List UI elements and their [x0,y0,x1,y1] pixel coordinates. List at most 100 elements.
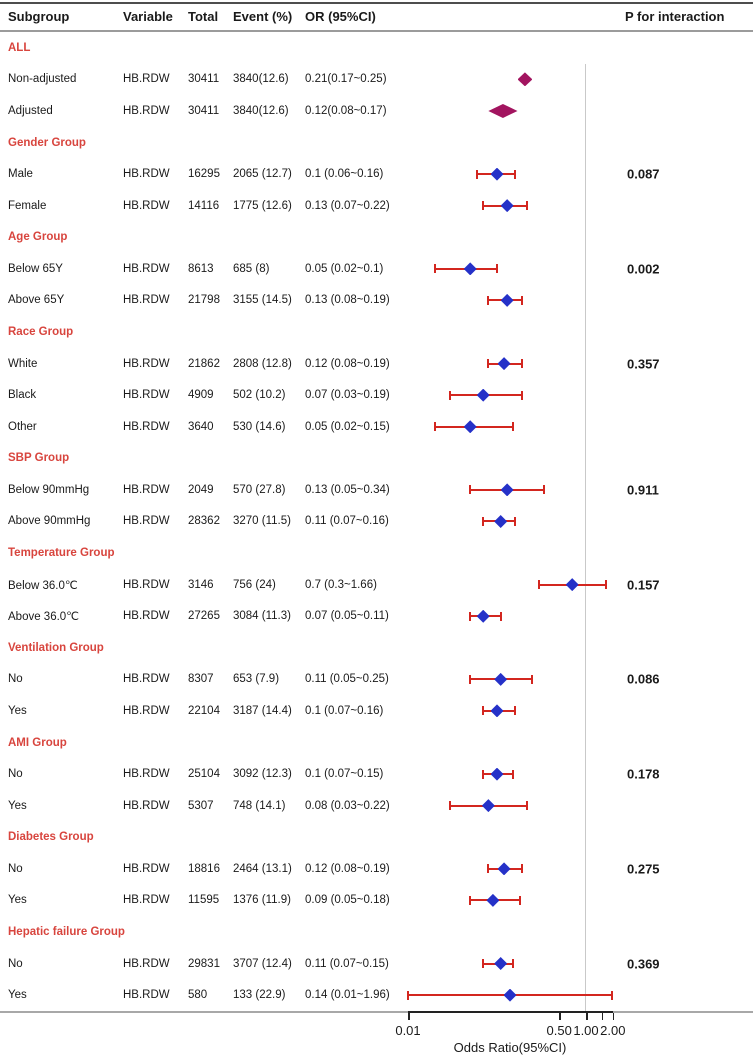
point-diamond [497,862,511,876]
group-header-row: Race Group [0,316,753,348]
variable-value: HB.RDW [123,168,170,181]
table-row: Above 36.0℃ HB.RDW 27265 3084 (11.3) 0.07 (0… [0,600,753,632]
x-axis-tick-label: 1.00 [573,1023,599,1038]
ci-cap [449,801,452,811]
ci-cap [433,422,436,432]
event-value: 3092 (12.3) [233,768,292,781]
group-header-row: Gender Group [0,127,753,159]
ci-cap [487,295,490,305]
group-header-row: SBP Group [0,443,753,475]
subgroup-label: Yes [8,799,27,812]
group-header-label: Hepatic failure Group [8,925,125,938]
total-value: 18816 [188,862,220,875]
or-ci-text: 0.05 (0.02~0.15) [305,420,390,433]
subgroup-label: White [8,357,38,370]
ci-cap [514,706,517,716]
ci-cap [538,580,541,590]
event-value: 3084 (11.3) [233,610,291,623]
event-value: 502 (10.2) [233,389,286,402]
variable-value: HB.RDW [123,420,170,433]
group-header-row: Diabetes Group [0,821,753,853]
ci-cap [482,516,485,526]
p-value: 0.911 [627,482,659,498]
event-value: 756 (24) [233,578,276,591]
ci-cap [611,990,613,1000]
ci-cap [526,201,529,211]
total-value: 16295 [188,168,220,181]
point-diamond [500,293,514,307]
subgroup-label: Yes [8,989,27,1002]
variable-value: HB.RDW [123,768,170,781]
ci-cap [407,990,409,1000]
table-row: Above 65Y HB.RDW 21798 3155 (14.5) 0.13 (0.0… [0,285,753,317]
point-diamond [463,420,477,434]
variable-value: HB.RDW [123,515,170,528]
point-diamond [565,578,579,592]
p-value: 0.157 [627,577,660,593]
event-value: 685 (8) [233,262,270,275]
subgroup-label: Non-adjusted [8,73,77,86]
header-rule [0,30,753,32]
point-diamond [497,357,511,371]
event-value: 2464 (13.1) [233,862,292,875]
event-value: 748 (14.1) [233,799,286,812]
ci-cap [496,264,498,274]
column-header-event: Event (%) [233,9,293,24]
subgroup-label: No [8,673,23,686]
point-diamond [463,262,477,276]
column-header-total: Total [188,9,219,24]
event-value: 3270 (11.5) [233,515,291,528]
or-ci-text: 0.07 (0.05~0.11) [305,610,389,623]
table-row: Male HB.RDW 16295 2065 (12.7) 0.1 (0.06~0.16… [0,158,753,190]
table-row: Yes HB.RDW 22104 3187 (14.4) 0.1 (0.07~0.16) [0,695,753,727]
total-value: 11595 [188,894,220,907]
ci-cap [514,169,517,179]
group-header-label: Temperature Group [8,547,115,560]
event-value: 530 (14.6) [233,420,286,433]
subgroup-label: Above 90mmHg [8,515,91,528]
table-row: Female HB.RDW 14116 1775 (12.6) 0.13 (0.07~0… [0,190,753,222]
event-value: 2808 (12.8) [233,357,292,370]
group-header-label: Gender Group [8,136,86,149]
variable-value: HB.RDW [123,104,170,117]
ci-cap [482,769,485,779]
event-value: 3707 (12.4) [233,957,292,970]
ci-cap [543,485,546,495]
point-diamond [490,167,504,181]
p-value: 0.002 [627,261,660,277]
ci-cap [511,959,514,969]
point-diamond [494,514,508,528]
ci-cap [433,264,436,274]
x-axis-tick [408,1013,410,1020]
total-value: 28362 [188,515,220,528]
point-diamond [503,988,517,1002]
summary-diamond [517,72,533,87]
p-value: 0.275 [627,861,660,877]
group-header-row: Ventilation Group [0,632,753,664]
group-header-label: AMI Group [8,736,67,749]
subgroup-label: Yes [8,894,27,907]
table-row: No HB.RDW 25104 3092 (12.3) 0.1 (0.07~0.15) 0… [0,758,753,790]
point-diamond [500,483,514,497]
subgroup-label: Female [8,199,47,212]
or-ci-text: 0.14 (0.01~1.96) [305,989,390,1002]
or-ci-text: 0.1 (0.07~0.16) [305,704,384,717]
or-ci-text: 0.12(0.08~0.17) [305,104,387,117]
point-diamond [494,672,508,686]
group-header-label: SBP Group [8,452,70,465]
or-ci-text: 0.11 (0.07~0.15) [305,957,389,970]
total-value: 8307 [188,673,214,686]
ci-cap [604,580,607,590]
ci-cap [469,611,472,621]
p-value: 0.178 [627,766,660,782]
event-value: 2065 (12.7) [233,168,292,181]
ci-cap [514,516,517,526]
table-row: Yes HB.RDW 11595 1376 (11.9) 0.09 (0.05~0.18… [0,885,753,917]
total-value: 25104 [188,768,220,781]
point-diamond [500,199,514,213]
total-value: 8613 [188,262,214,275]
event-value: 3840(12.6) [233,104,289,117]
or-ci-text: 0.11 (0.05~0.25) [305,673,389,686]
ci-cap [499,611,502,621]
